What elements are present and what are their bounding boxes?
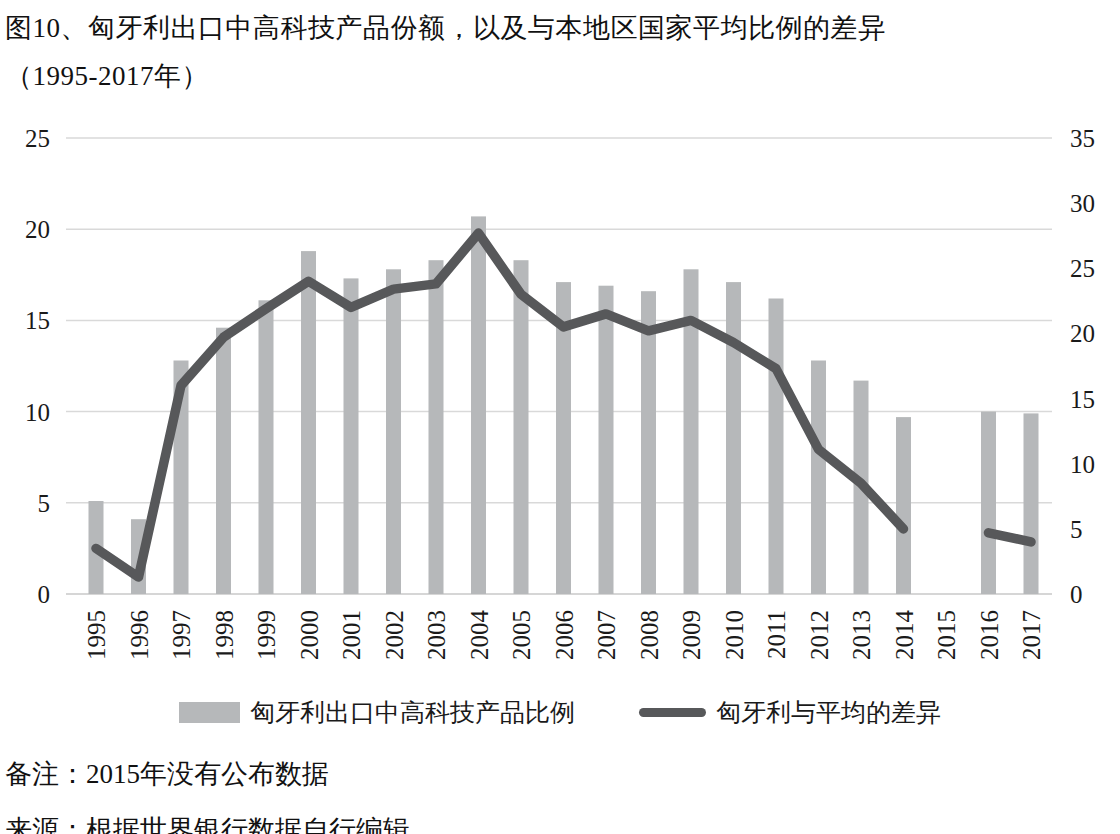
bar xyxy=(301,251,316,594)
y-tick-label-right: 15 xyxy=(1070,386,1095,413)
x-tick-label: 2016 xyxy=(976,610,1003,660)
bar xyxy=(726,282,741,594)
line-series-label: 匈牙利与平均的差异 xyxy=(716,696,941,729)
legend-item-bar-series: 匈牙利出口中高科技产品比例 xyxy=(179,696,575,729)
figure-title-line1: 图10、匈牙利出口中高科技产品份额，以及与本地区国家平均比例的差异 xyxy=(5,4,886,52)
x-tick-label: 2009 xyxy=(678,610,705,660)
y-tick-label-right: 20 xyxy=(1070,320,1095,347)
bar xyxy=(514,260,529,594)
y-tick-label-right: 10 xyxy=(1070,451,1095,478)
bar xyxy=(1024,413,1039,594)
bar xyxy=(811,361,826,595)
x-tick-label: 2002 xyxy=(381,610,408,660)
bar xyxy=(599,286,614,594)
x-tick-label: 2005 xyxy=(508,610,535,660)
figure-title: 图10、匈牙利出口中高科技产品份额，以及与本地区国家平均比例的差异 （1995-… xyxy=(5,4,886,100)
line-series-swatch xyxy=(639,708,706,717)
source-line: 来源：根据世界银行数据自行编辑 xyxy=(5,802,410,834)
bar xyxy=(259,300,274,594)
bar xyxy=(344,278,359,594)
bar-series-swatch xyxy=(179,702,240,723)
y-tick-label-right: 25 xyxy=(1070,255,1095,282)
chart-legend: 匈牙利出口中高科技产品比例 匈牙利与平均的差异 xyxy=(0,694,1120,730)
x-tick-label: 2000 xyxy=(296,610,323,660)
chart-footnotes: 备注：2015年没有公布数据 来源：根据世界银行数据自行编辑 xyxy=(5,746,410,834)
y-tick-label-left: 5 xyxy=(38,490,51,517)
bar xyxy=(429,260,444,594)
x-tick-label: 2014 xyxy=(891,610,918,661)
figure-page: 图10、匈牙利出口中高科技产品份额，以及与本地区国家平均比例的差异 （1995-… xyxy=(0,0,1120,834)
x-tick-label: 2013 xyxy=(848,610,875,660)
bar xyxy=(386,269,401,594)
y-tick-label-right: 5 xyxy=(1070,516,1083,543)
x-tick-label: 2004 xyxy=(466,610,493,661)
bar xyxy=(769,299,784,595)
x-tick-label: 2015 xyxy=(933,610,960,660)
y-tick-label-left: 25 xyxy=(25,125,50,152)
y-tick-label-left: 15 xyxy=(25,307,50,334)
y-tick-label-right: 30 xyxy=(1070,190,1095,217)
bar xyxy=(216,328,231,594)
note-line: 备注：2015年没有公布数据 xyxy=(5,746,410,802)
x-tick-label: 1996 xyxy=(126,610,153,660)
x-tick-label: 1997 xyxy=(168,610,195,660)
y-tick-label-right: 35 xyxy=(1070,125,1095,152)
x-tick-label: 2012 xyxy=(806,610,833,660)
bar xyxy=(641,291,656,594)
combo-chart: 0 5 10 15 20 25 0 5 10 15 20 25 30 35 1995 1996 1997 1998… xyxy=(0,114,1120,680)
bar xyxy=(981,412,996,594)
x-tick-label: 2011 xyxy=(763,610,790,659)
figure-title-line2: （1995-2017年） xyxy=(5,52,886,100)
x-tick-label: 2003 xyxy=(423,610,450,660)
x-tick-label: 2008 xyxy=(636,610,663,660)
y-tick-label-right: 0 xyxy=(1070,581,1083,608)
x-tick-label: 2007 xyxy=(593,610,620,660)
y-tick-label-left: 10 xyxy=(25,399,50,426)
x-tick-label: 1995 xyxy=(83,610,110,660)
x-tick-label: 2001 xyxy=(338,610,365,660)
x-tick-label: 1999 xyxy=(253,610,280,660)
legend-item-line-series: 匈牙利与平均的差异 xyxy=(639,696,941,729)
x-tick-label: 2006 xyxy=(551,610,578,660)
chart-canvas: 0 5 10 15 20 25 0 5 10 15 20 25 30 35 1995 1996 1997 1998… xyxy=(0,114,1120,680)
bar xyxy=(896,417,911,594)
x-tick-label: 2010 xyxy=(721,610,748,660)
bar-series-label: 匈牙利出口中高科技产品比例 xyxy=(250,696,575,729)
bar xyxy=(471,216,486,594)
x-tick-label: 1998 xyxy=(211,610,238,660)
y-tick-label-left: 0 xyxy=(38,581,51,608)
y-tick-label-left: 20 xyxy=(25,216,50,243)
x-tick-label: 2017 xyxy=(1018,610,1045,660)
